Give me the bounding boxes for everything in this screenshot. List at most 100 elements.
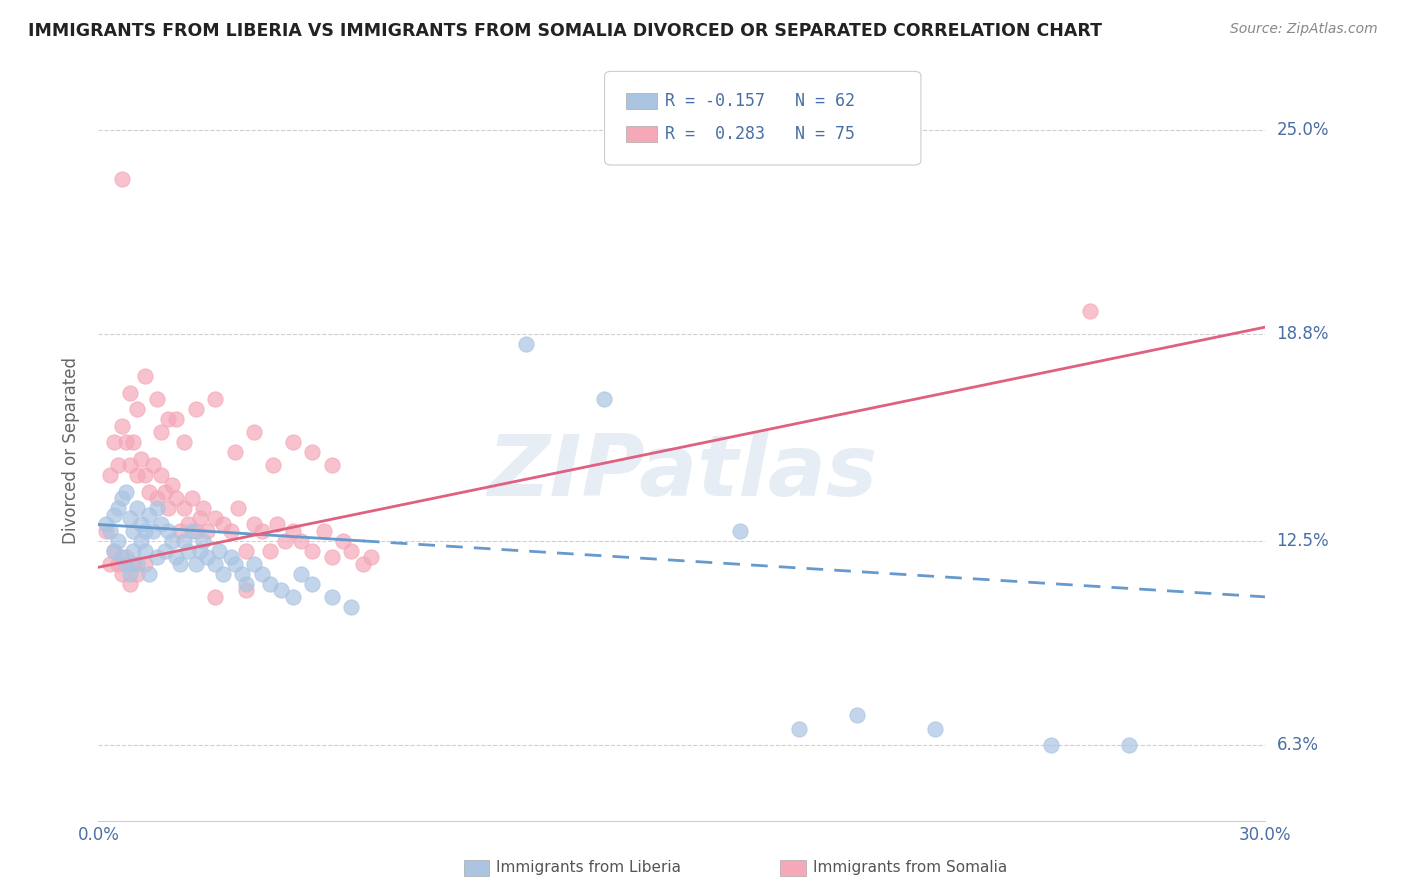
- Point: [149, 517, 172, 532]
- Point: [846, 708, 869, 723]
- Point: [146, 491, 169, 505]
- Text: 25.0%: 25.0%: [1277, 120, 1329, 138]
- Text: ZIPatlas: ZIPatlas: [486, 431, 877, 514]
- Point: [301, 445, 323, 459]
- Text: 6.3%: 6.3%: [1277, 736, 1319, 754]
- Point: [340, 544, 363, 558]
- Point: [122, 544, 145, 558]
- Point: [129, 451, 152, 466]
- Point: [103, 544, 125, 558]
- Point: [98, 524, 121, 538]
- Point: [134, 524, 156, 538]
- Point: [204, 590, 226, 604]
- Point: [1118, 738, 1140, 752]
- Point: [165, 491, 187, 505]
- Point: [157, 501, 180, 516]
- Text: Immigrants from Liberia: Immigrants from Liberia: [496, 860, 682, 874]
- Point: [169, 557, 191, 571]
- Point: [195, 524, 218, 538]
- Point: [127, 468, 149, 483]
- Text: R = -0.157   N = 62: R = -0.157 N = 62: [665, 92, 855, 110]
- Point: [98, 557, 121, 571]
- Point: [301, 576, 323, 591]
- Point: [173, 501, 195, 516]
- Text: 12.5%: 12.5%: [1277, 532, 1329, 550]
- Point: [107, 533, 129, 548]
- Point: [127, 402, 149, 417]
- Point: [138, 566, 160, 581]
- Point: [1080, 303, 1102, 318]
- Point: [208, 544, 231, 558]
- Point: [122, 524, 145, 538]
- Point: [111, 566, 134, 581]
- Text: 18.8%: 18.8%: [1277, 325, 1329, 343]
- Point: [188, 511, 211, 525]
- Point: [515, 336, 537, 351]
- Point: [243, 557, 266, 571]
- Point: [224, 445, 246, 459]
- Point: [312, 524, 335, 538]
- Point: [162, 478, 184, 492]
- Point: [107, 557, 129, 571]
- Point: [212, 566, 235, 581]
- Point: [193, 501, 215, 516]
- Point: [146, 550, 169, 565]
- Point: [138, 508, 160, 522]
- Point: [321, 550, 343, 565]
- Point: [111, 172, 134, 186]
- Point: [332, 533, 354, 548]
- Point: [138, 484, 160, 499]
- Point: [593, 392, 616, 407]
- Point: [149, 425, 172, 440]
- Point: [924, 722, 946, 736]
- Point: [146, 392, 169, 407]
- Text: R =  0.283   N = 75: R = 0.283 N = 75: [665, 125, 855, 143]
- Point: [129, 533, 152, 548]
- Point: [340, 599, 363, 614]
- Point: [274, 533, 297, 548]
- Point: [173, 533, 195, 548]
- Point: [212, 517, 235, 532]
- Point: [162, 533, 184, 548]
- Point: [107, 458, 129, 473]
- Point: [134, 369, 156, 384]
- Point: [165, 412, 187, 426]
- Point: [153, 484, 176, 499]
- Point: [129, 517, 152, 532]
- Point: [360, 550, 382, 565]
- Point: [134, 557, 156, 571]
- Point: [114, 550, 136, 565]
- Point: [96, 524, 118, 538]
- Point: [103, 435, 125, 450]
- Point: [231, 566, 253, 581]
- Point: [290, 566, 312, 581]
- Point: [157, 412, 180, 426]
- Point: [122, 557, 145, 571]
- Point: [730, 524, 752, 538]
- Point: [204, 511, 226, 525]
- Point: [118, 385, 141, 400]
- Point: [169, 524, 191, 538]
- Point: [270, 583, 292, 598]
- Point: [204, 557, 226, 571]
- Point: [173, 435, 195, 450]
- Point: [111, 491, 134, 505]
- Point: [98, 468, 121, 483]
- Point: [259, 576, 281, 591]
- Point: [235, 576, 257, 591]
- Point: [219, 550, 242, 565]
- Point: [787, 722, 810, 736]
- Point: [127, 566, 149, 581]
- Point: [142, 458, 165, 473]
- Point: [290, 533, 312, 548]
- Text: IMMIGRANTS FROM LIBERIA VS IMMIGRANTS FROM SOMALIA DIVORCED OR SEPARATED CORRELA: IMMIGRANTS FROM LIBERIA VS IMMIGRANTS FR…: [28, 22, 1102, 40]
- Point: [118, 458, 141, 473]
- Point: [180, 491, 202, 505]
- Point: [118, 511, 141, 525]
- Point: [243, 425, 266, 440]
- Point: [127, 557, 149, 571]
- Point: [122, 435, 145, 450]
- Point: [153, 544, 176, 558]
- Point: [142, 524, 165, 538]
- Point: [262, 458, 284, 473]
